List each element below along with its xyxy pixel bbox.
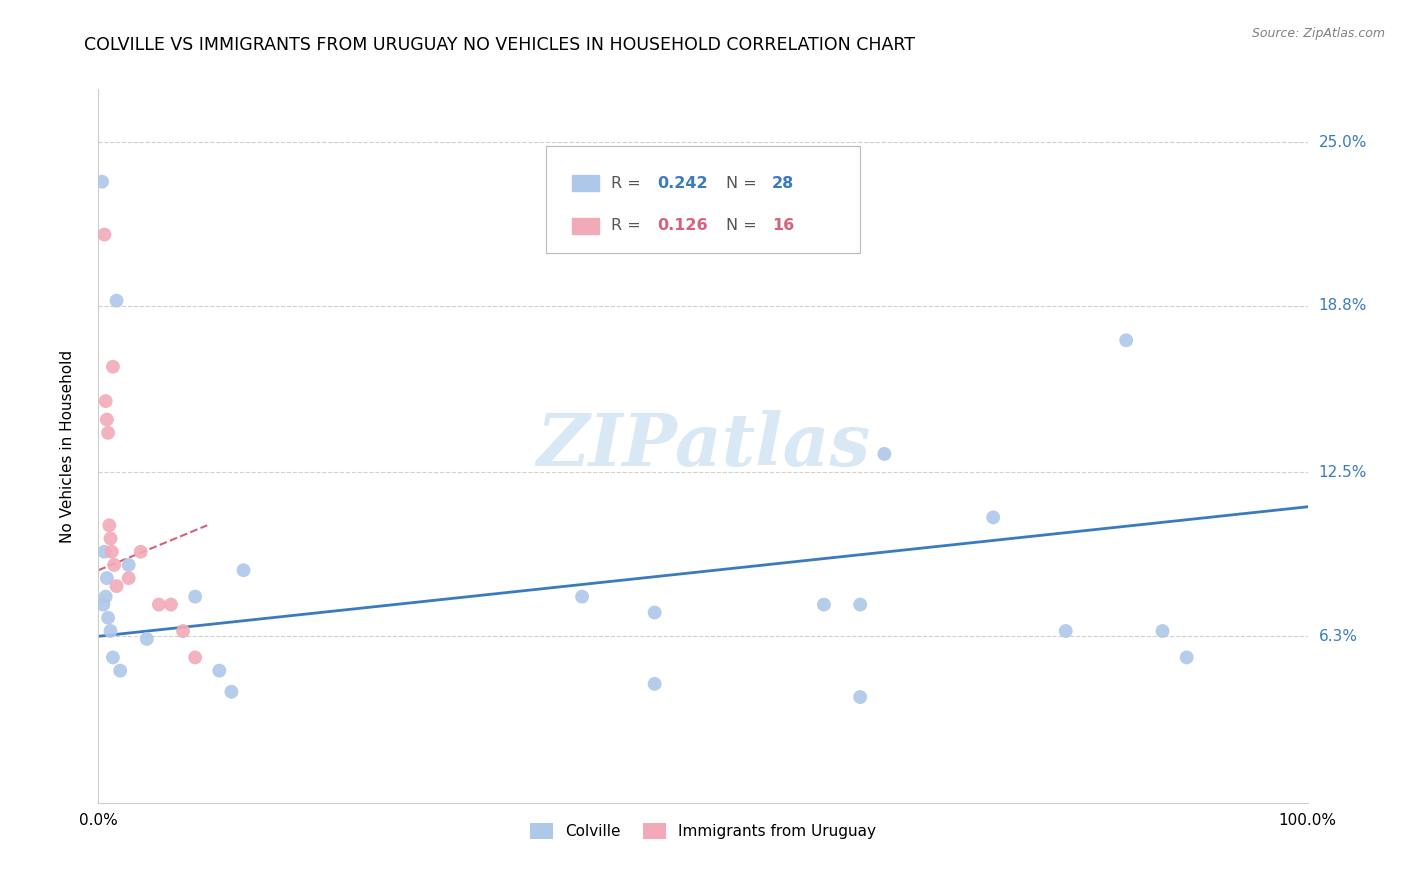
Colville [221, 685, 243, 699]
Colville [97, 611, 120, 625]
Immigrants from Uruguay [160, 598, 183, 612]
Immigrants from Uruguay [93, 227, 115, 242]
Text: N =: N = [725, 219, 762, 234]
Immigrants from Uruguay [100, 545, 122, 559]
Text: 18.8%: 18.8% [1319, 299, 1367, 313]
Text: 25.0%: 25.0% [1319, 135, 1367, 150]
Text: R =: R = [612, 176, 645, 191]
Immigrants from Uruguay [172, 624, 194, 638]
Colville [1054, 624, 1077, 638]
Colville [105, 293, 128, 308]
Colville [93, 545, 115, 559]
Colville [135, 632, 157, 646]
Text: 0.242: 0.242 [657, 176, 707, 191]
Immigrants from Uruguay [105, 579, 128, 593]
Text: 28: 28 [772, 176, 794, 191]
Text: 16: 16 [772, 219, 794, 234]
Text: 0.126: 0.126 [657, 219, 707, 234]
Immigrants from Uruguay [97, 425, 120, 440]
Text: 6.3%: 6.3% [1319, 629, 1358, 644]
Text: ZIPatlas: ZIPatlas [536, 410, 870, 482]
Immigrants from Uruguay [118, 571, 141, 585]
Immigrants from Uruguay [101, 359, 124, 374]
Colville [108, 664, 131, 678]
Colville [232, 563, 254, 577]
Text: 12.5%: 12.5% [1319, 465, 1367, 480]
Text: Source: ZipAtlas.com: Source: ZipAtlas.com [1251, 27, 1385, 40]
Colville [571, 590, 593, 604]
Immigrants from Uruguay [129, 545, 152, 559]
Colville [644, 606, 666, 620]
Immigrants from Uruguay [103, 558, 125, 572]
Colville [100, 624, 122, 638]
Colville [1175, 650, 1198, 665]
Legend: Colville, Immigrants from Uruguay: Colville, Immigrants from Uruguay [523, 817, 883, 845]
FancyBboxPatch shape [572, 218, 599, 234]
Colville [101, 650, 124, 665]
Colville [118, 558, 141, 572]
Colville [94, 590, 117, 604]
Y-axis label: No Vehicles in Household: No Vehicles in Household [60, 350, 75, 542]
Immigrants from Uruguay [94, 394, 117, 409]
Text: COLVILLE VS IMMIGRANTS FROM URUGUAY NO VEHICLES IN HOUSEHOLD CORRELATION CHART: COLVILLE VS IMMIGRANTS FROM URUGUAY NO V… [84, 36, 915, 54]
Immigrants from Uruguay [148, 598, 170, 612]
FancyBboxPatch shape [572, 175, 599, 191]
Immigrants from Uruguay [184, 650, 207, 665]
Colville [644, 677, 666, 691]
Colville [849, 690, 872, 704]
Text: R =: R = [612, 219, 645, 234]
Colville [91, 175, 114, 189]
Colville [1115, 333, 1137, 347]
FancyBboxPatch shape [546, 146, 860, 253]
Colville [849, 598, 872, 612]
Colville [96, 571, 118, 585]
Immigrants from Uruguay [100, 532, 122, 546]
Immigrants from Uruguay [96, 412, 118, 426]
Text: N =: N = [725, 176, 762, 191]
Colville [1152, 624, 1174, 638]
Colville [981, 510, 1004, 524]
Colville [813, 598, 835, 612]
Colville [184, 590, 207, 604]
Colville [873, 447, 896, 461]
Colville [91, 598, 114, 612]
Colville [208, 664, 231, 678]
Immigrants from Uruguay [98, 518, 121, 533]
